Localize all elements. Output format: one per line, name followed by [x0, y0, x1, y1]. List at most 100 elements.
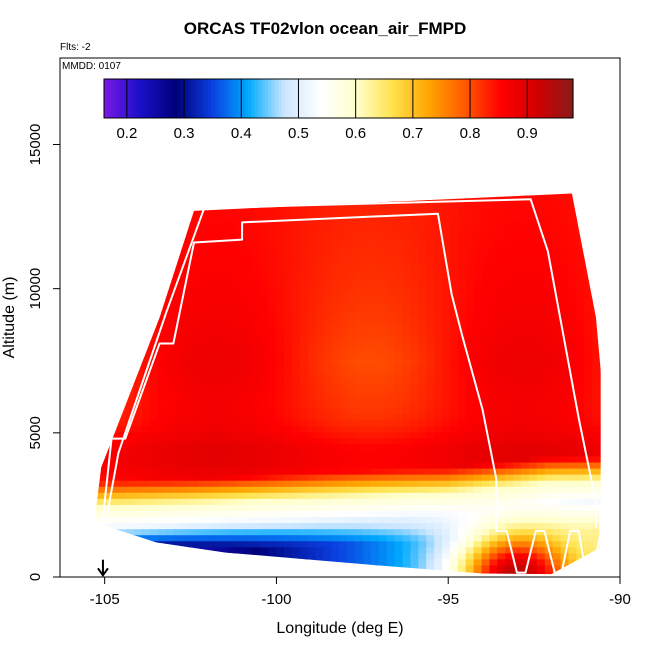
heatmap-cell — [141, 352, 151, 360]
heatmap-cell — [173, 389, 182, 396]
heatmap-cell — [568, 474, 577, 481]
heatmap-cell — [220, 480, 230, 487]
heatmap-cell — [212, 219, 222, 227]
heatmap-cell — [244, 540, 253, 548]
heatmap-cell — [133, 193, 143, 197]
heatmap-cell — [489, 558, 498, 566]
heatmap-cell — [118, 328, 127, 336]
heatmap-cell — [402, 480, 412, 487]
heatmap-cell — [165, 492, 174, 499]
heatmap-cell — [260, 268, 269, 275]
heatmap-cell — [394, 352, 404, 360]
heatmap-cell — [481, 352, 491, 360]
heatmap-cell — [331, 431, 340, 439]
heatmap-cell — [316, 183, 325, 190]
heatmap-cell — [489, 425, 498, 433]
heatmap-cell — [370, 352, 380, 360]
heatmap-cell — [560, 231, 570, 239]
heatmap-cell — [315, 522, 325, 530]
heatmap-cell — [426, 207, 435, 215]
heatmap-cell — [528, 558, 538, 566]
heatmap-cell — [576, 413, 585, 421]
heatmap-cell — [568, 268, 577, 275]
heatmap-cell — [442, 292, 451, 300]
heatmap-cell — [426, 304, 435, 312]
heatmap-cell — [418, 480, 427, 487]
colorbar-segment — [150, 79, 155, 118]
heatmap-cell — [473, 474, 483, 481]
heatmap-cell — [552, 534, 562, 542]
heatmap-cell — [465, 546, 475, 554]
heatmap-cell — [133, 486, 143, 493]
heatmap-cell — [236, 377, 246, 384]
heatmap-cell — [331, 383, 340, 390]
heatmap-cell — [165, 225, 174, 233]
heatmap-cell — [212, 443, 222, 451]
heatmap-cell — [449, 431, 459, 439]
heatmap-cell — [457, 219, 467, 227]
heatmap-cell — [584, 292, 593, 300]
heatmap-cell — [331, 522, 340, 530]
heatmap-cell — [102, 298, 111, 306]
heatmap-cell — [165, 322, 174, 330]
heatmap-cell — [307, 292, 317, 300]
heatmap-cell — [465, 461, 475, 469]
heatmap-cell — [291, 419, 301, 427]
heatmap-cell — [481, 213, 491, 221]
heatmap-cell — [497, 449, 506, 457]
heatmap-cell — [576, 346, 585, 354]
heatmap-cell — [355, 304, 364, 312]
heatmap-cell — [473, 540, 483, 548]
heatmap-cell — [568, 292, 577, 300]
heatmap-cell — [521, 522, 530, 530]
heatmap-cell — [299, 352, 309, 360]
heatmap-cell — [236, 455, 246, 463]
heatmap-cell — [355, 480, 364, 487]
heatmap-cell — [592, 250, 601, 257]
colorbar-segment — [539, 79, 544, 118]
heatmap-cell — [102, 359, 111, 366]
heatmap-cell — [276, 292, 285, 300]
heatmap-cell — [347, 389, 356, 396]
heatmap-cell — [568, 207, 577, 215]
heatmap-cell — [220, 498, 230, 505]
heatmap-cell — [489, 486, 498, 493]
heatmap-cell — [149, 334, 159, 342]
heatmap-cell — [299, 480, 309, 487]
heatmap-cell — [552, 310, 562, 318]
heatmap-cell — [457, 262, 467, 269]
heatmap-cell — [489, 213, 498, 221]
heatmap-cell — [497, 193, 506, 197]
heatmap-cell — [552, 250, 562, 257]
heatmap-cell — [173, 262, 182, 269]
heatmap-cell — [449, 516, 459, 524]
heatmap-cell — [276, 413, 285, 421]
heatmap-cell — [102, 193, 111, 197]
heatmap-cell — [181, 474, 190, 481]
heatmap-cell — [110, 243, 119, 251]
heatmap-cell — [449, 219, 459, 227]
heatmap-cell — [394, 516, 404, 524]
heatmap-cell — [513, 340, 522, 348]
heatmap-cell — [370, 443, 380, 451]
heatmap-cell — [197, 468, 206, 475]
heatmap-cell — [560, 492, 570, 499]
heatmap-cell — [434, 431, 443, 439]
heatmap-cell — [299, 286, 309, 294]
heatmap-cell — [576, 552, 585, 560]
heatmap-cell — [94, 468, 103, 475]
heatmap-cell — [228, 401, 238, 409]
heatmap-cell — [552, 280, 562, 287]
heatmap-cell — [473, 528, 483, 536]
heatmap-cell — [513, 522, 522, 530]
heatmap-cell — [363, 383, 372, 390]
heatmap-cell — [118, 413, 127, 421]
heatmap-cell — [505, 419, 514, 427]
heatmap-cell — [125, 449, 135, 457]
colorbar-segment — [184, 79, 189, 118]
heatmap-cell — [331, 480, 340, 487]
heatmap-cell — [323, 292, 333, 300]
heatmap-cell — [299, 334, 309, 342]
heatmap-cell — [149, 419, 159, 427]
heatmap-cell — [473, 352, 483, 360]
